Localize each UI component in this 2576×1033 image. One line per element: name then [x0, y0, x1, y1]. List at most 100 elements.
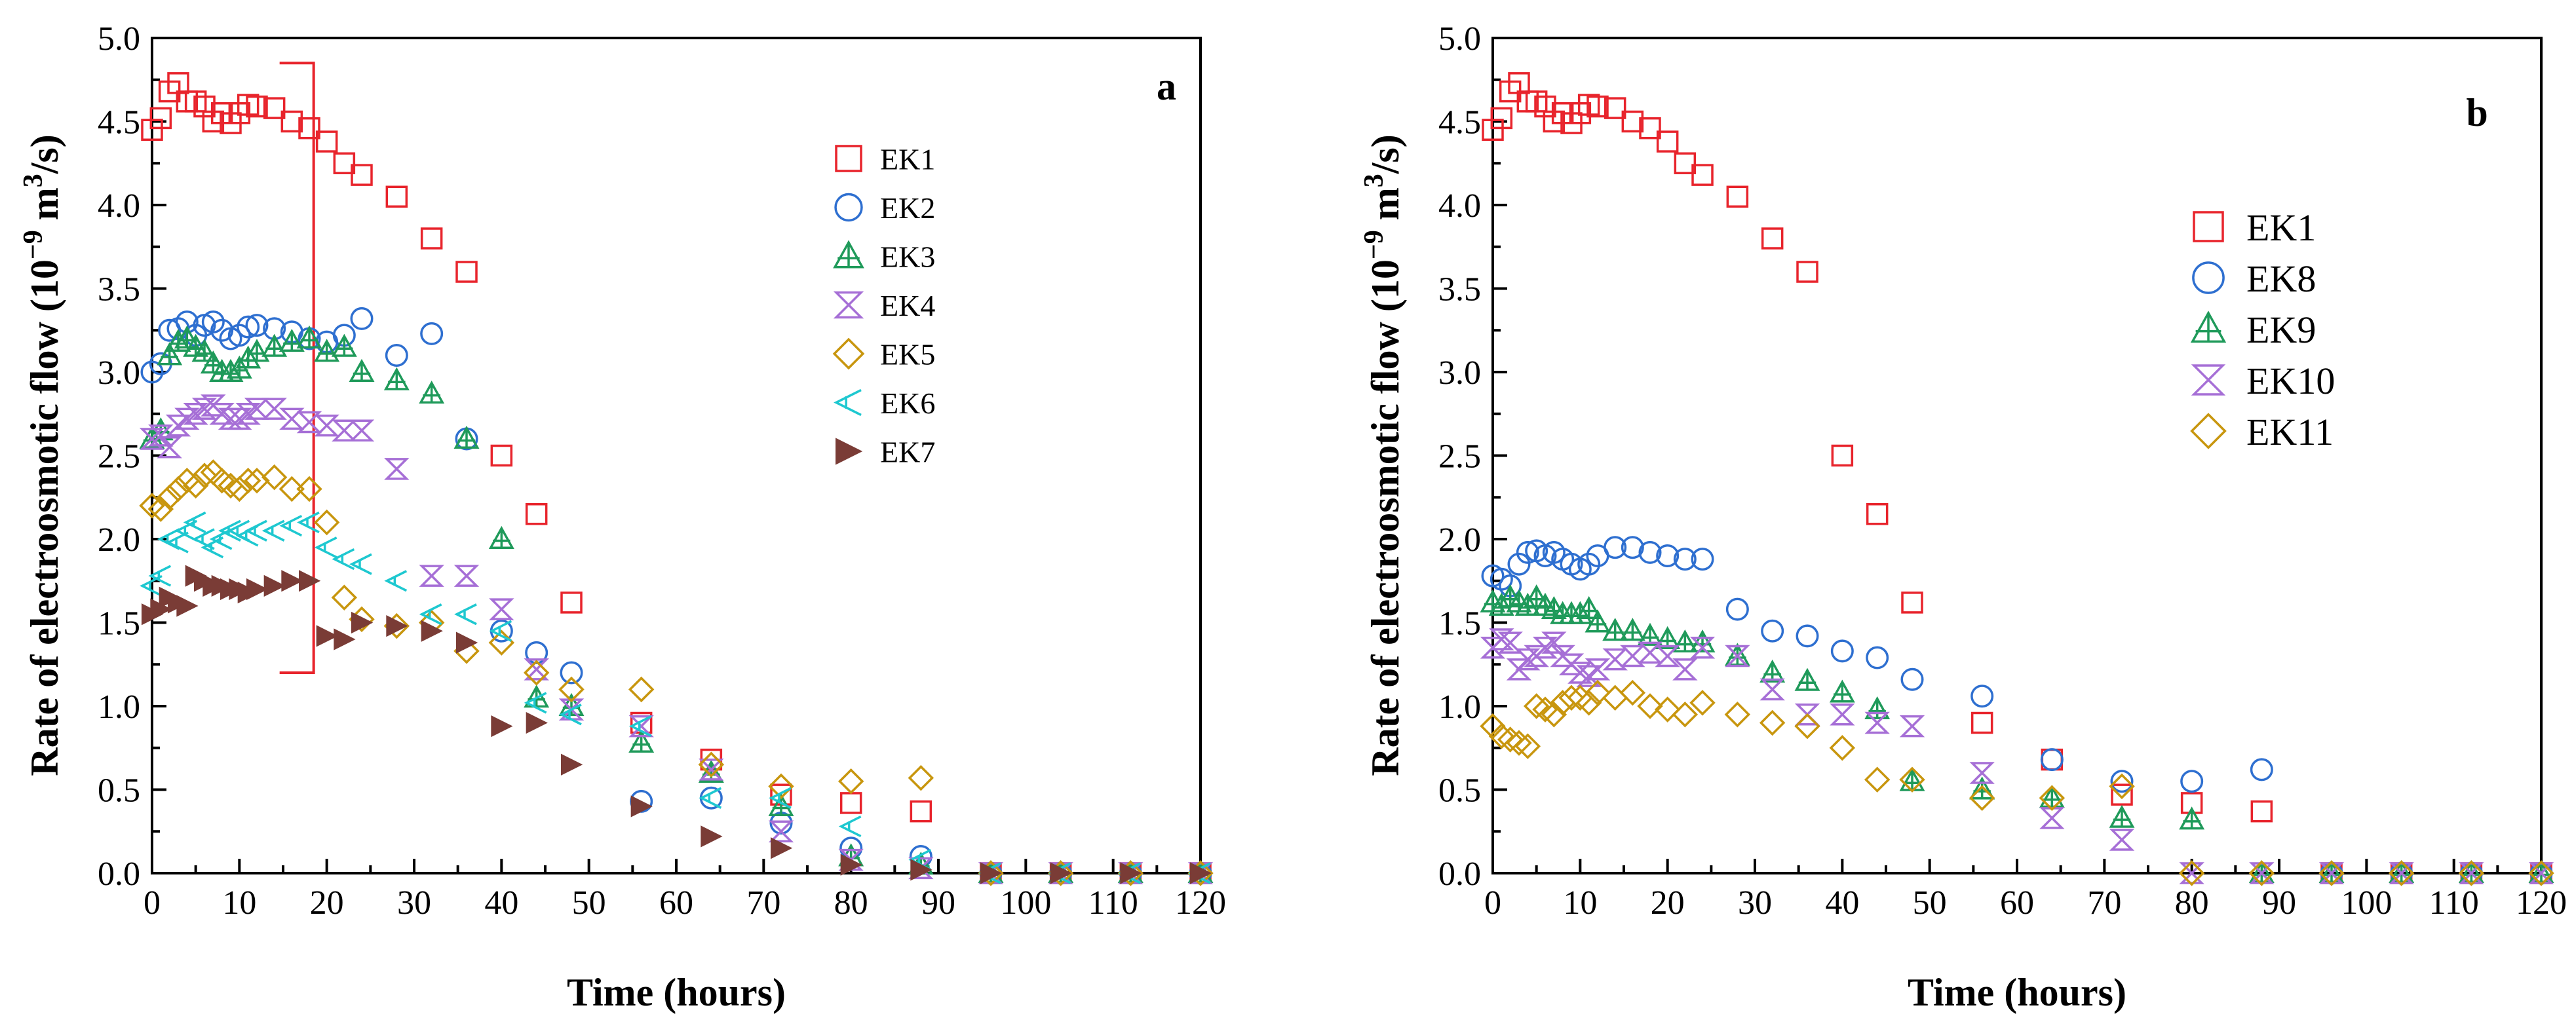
- legend-item-ek2: EK2: [834, 191, 935, 225]
- legend-marker: [832, 337, 865, 370]
- data-point: [191, 339, 218, 362]
- data-point: [1654, 696, 1681, 723]
- data-point: [2458, 860, 2485, 886]
- data-point: [351, 611, 374, 634]
- data-point: [840, 854, 862, 876]
- data-point: [314, 414, 339, 437]
- data-point: [1050, 862, 1072, 884]
- series-ek9: [1480, 584, 2554, 883]
- data-point: [2040, 748, 2064, 772]
- data-point: [1674, 152, 1697, 174]
- legend-marker: [835, 145, 862, 172]
- x-tick-label: 50: [572, 884, 606, 922]
- data-point: [183, 511, 206, 534]
- legend-marker: [2191, 364, 2226, 396]
- data-point: [454, 603, 477, 626]
- data-point: [156, 484, 183, 510]
- data-point: [140, 360, 164, 384]
- data-point: [2250, 800, 2273, 823]
- data-point: [349, 553, 372, 575]
- data-point: [1864, 766, 1891, 793]
- data-point: [2389, 862, 2414, 884]
- data-point: [148, 565, 172, 587]
- data-point: [1899, 715, 1925, 738]
- data-point: [333, 152, 356, 174]
- data-point: [910, 859, 932, 881]
- legend-item-ek7: EK7: [836, 436, 935, 469]
- legend-marker: [834, 193, 863, 222]
- y-tick-label: 0.5: [1438, 772, 1481, 810]
- data-point: [1689, 637, 1716, 659]
- data-point: [908, 764, 934, 791]
- data-point: [316, 625, 338, 647]
- data-point: [384, 570, 408, 592]
- data-point: [1691, 164, 1714, 186]
- data-point: [350, 307, 374, 330]
- data-point: [1689, 690, 1716, 716]
- data-point: [2109, 804, 2135, 828]
- data-point: [1516, 540, 1539, 564]
- data-point: [1831, 444, 1854, 467]
- data-point: [1639, 117, 1661, 140]
- data-point: [263, 97, 286, 119]
- data-point: [263, 574, 286, 597]
- data-point: [1759, 709, 1786, 736]
- data-point: [246, 95, 268, 118]
- series-ek1: [1482, 72, 2552, 884]
- data-point: [1673, 548, 1697, 571]
- data-point: [1620, 645, 1645, 667]
- data-point: [157, 436, 182, 459]
- data-point: [1864, 711, 1890, 734]
- data-point: [838, 816, 862, 838]
- legend-item-ek6: EK6: [834, 386, 935, 420]
- series-ek11: [1480, 679, 2554, 886]
- data-point: [1621, 536, 1644, 559]
- x-tick-label: 110: [2429, 884, 2479, 922]
- data-point: [246, 578, 269, 601]
- data-point: [182, 472, 209, 499]
- data-point: [2111, 783, 2133, 806]
- data-point: [491, 715, 513, 738]
- chart-panel-b: 0 10 20 30 40 50 60 70 80 90 100 110 120 0.0 0.5 1.0 1.…: [1359, 20, 2567, 1014]
- legend-marker: [834, 388, 862, 417]
- legend-label: EK3: [880, 240, 935, 274]
- data-point: [1655, 626, 1681, 649]
- data-point: [296, 411, 322, 434]
- legend-item-ek4: EK4: [833, 289, 935, 322]
- data-point: [166, 531, 189, 554]
- data-point: [139, 493, 165, 519]
- legend-item-ek3: EK3: [833, 240, 935, 274]
- data-point: [314, 339, 340, 362]
- data-point: [226, 476, 253, 502]
- data-point: [1638, 540, 1662, 564]
- data-point: [839, 792, 862, 814]
- data-point: [1829, 735, 1856, 761]
- y-tick-label: 3.0: [1438, 354, 1481, 392]
- data-point: [1796, 624, 1819, 648]
- data-point: [768, 773, 794, 800]
- data-point: [1796, 261, 1818, 283]
- data-point: [419, 381, 445, 404]
- data-point: [526, 711, 548, 734]
- legend-b: EK1 EK8 EK9 EK10 EK11: [2190, 206, 2335, 453]
- data-point: [1866, 646, 1889, 669]
- data-points-b: [1480, 72, 2554, 886]
- data-point: [1190, 862, 1212, 884]
- data-point: [261, 464, 288, 491]
- x-tick-label: 70: [2087, 884, 2121, 922]
- data-point: [2039, 785, 2065, 808]
- data-point: [1488, 723, 1515, 749]
- data-point: [1586, 95, 1609, 118]
- data-point: [1656, 544, 1680, 567]
- legend-label: EK5: [880, 338, 935, 371]
- data-point: [524, 692, 547, 714]
- data-point: [910, 800, 932, 823]
- axis-ticks-a: [151, 37, 1202, 874]
- data-point: [147, 496, 174, 522]
- data-point: [1523, 693, 1550, 719]
- data-point: [1899, 768, 1925, 791]
- data-point: [1602, 648, 1628, 671]
- data-point: [630, 795, 653, 817]
- y-tick-label: 3.5: [98, 271, 140, 309]
- y-tick-label: 4.0: [1438, 187, 1481, 225]
